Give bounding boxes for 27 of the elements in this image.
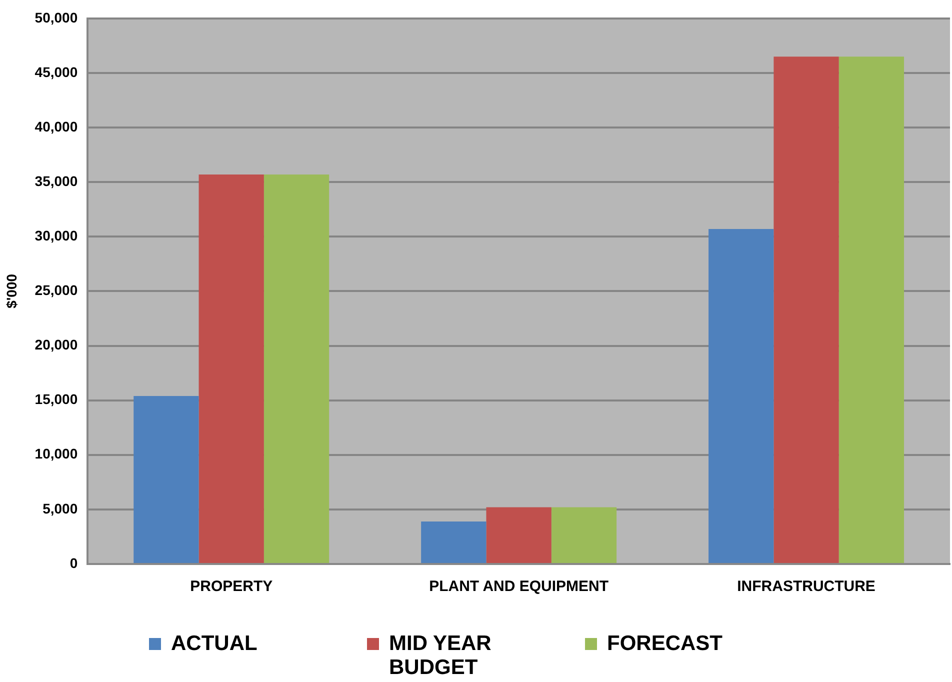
y-tick-label: 35,000	[34, 172, 78, 189]
y-tick-label: 10,000	[34, 446, 78, 462]
legend-label: FORECAST	[607, 632, 724, 656]
y-tick-label: 50,000	[34, 9, 78, 26]
bar	[708, 229, 774, 563]
bar	[486, 507, 552, 563]
bar	[421, 521, 486, 563]
bar	[264, 174, 330, 563]
bar	[838, 56, 904, 563]
bar	[774, 56, 839, 563]
bar	[551, 507, 617, 563]
y-axis-title: $'000	[3, 274, 20, 308]
bar	[134, 396, 199, 563]
y-tick-label: 15,000	[34, 391, 78, 408]
legend-label: MID YEAR BUDGET	[389, 632, 492, 680]
y-tick-label: 40,000	[34, 118, 78, 134]
legend-label: ACTUAL	[171, 632, 258, 656]
y-tick-label: 0	[70, 554, 78, 571]
bar	[198, 174, 264, 563]
x-tick-label: PLANT AND EQUIPMENT	[429, 578, 609, 596]
y-tick-label: 45,000	[34, 64, 78, 80]
y-tick-label: 25,000	[34, 282, 78, 298]
y-tick-label: 20,000	[34, 336, 78, 353]
y-tick-label: 30,000	[34, 228, 78, 244]
x-tick-label: INFRASTRUCTURE	[737, 578, 876, 596]
y-tick-label: 5,000	[42, 500, 78, 516]
x-tick-label: PROPERTY	[190, 578, 273, 596]
